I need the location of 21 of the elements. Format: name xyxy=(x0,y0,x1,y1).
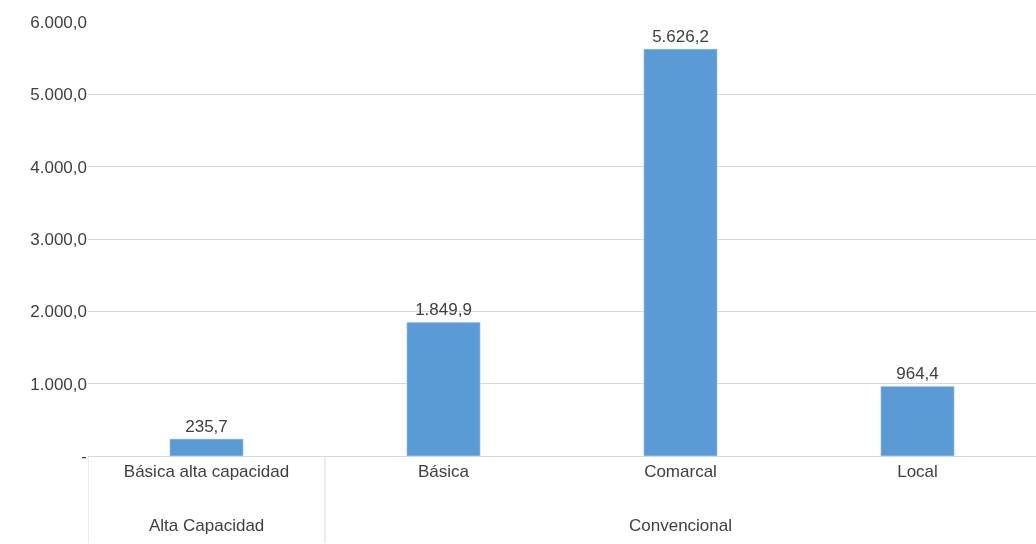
y-tick-label: 1.000,0 xyxy=(30,374,87,394)
text: Alta Capacidad xyxy=(149,516,265,535)
y-tick-label: - xyxy=(81,446,87,466)
x-tick-label: Comarcal xyxy=(644,462,717,482)
x-tick-label: Local xyxy=(897,462,938,482)
x-tick-label: Básica alta capacidad xyxy=(123,462,290,482)
y-tick-label: 4.000,0 xyxy=(30,157,87,177)
y-tick-label: 2.000,0 xyxy=(30,302,87,322)
data-label: 5.626,2 xyxy=(652,27,709,47)
text: Convencional xyxy=(629,516,733,535)
bar xyxy=(169,438,244,456)
y-tick-label: 5.000,0 xyxy=(30,85,87,105)
data-label: 964,4 xyxy=(896,364,939,384)
data-label: 235,7 xyxy=(185,416,228,436)
y-tick-label: 6.000,0 xyxy=(30,12,87,32)
bar xyxy=(406,321,481,456)
x-tick-label: Básica xyxy=(417,462,470,482)
bar xyxy=(643,48,718,456)
bar xyxy=(880,385,955,456)
y-tick-label: 3.000,0 xyxy=(30,229,87,249)
data-label: 1.849,9 xyxy=(415,300,472,320)
